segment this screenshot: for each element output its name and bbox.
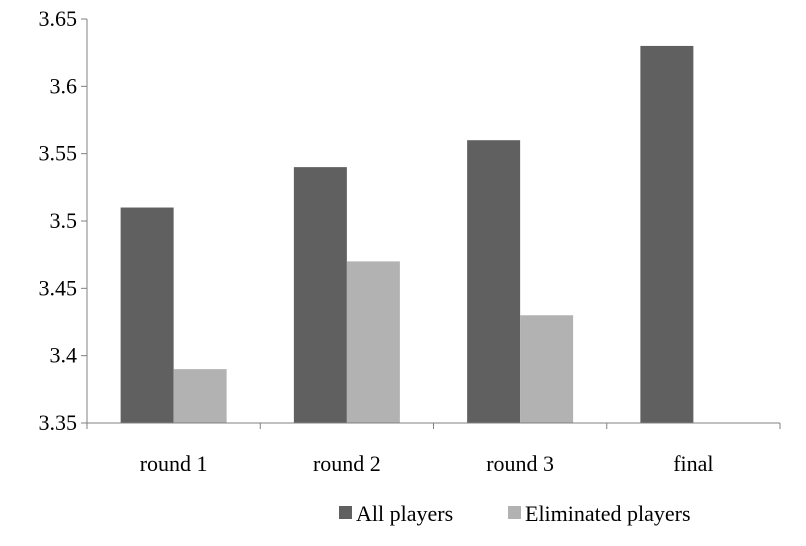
plot-area	[120, 45, 694, 423]
legend-swatch	[339, 506, 352, 519]
x-category-label: round 3	[486, 451, 554, 476]
y-tick-label: 3.4	[50, 343, 78, 368]
axes: 3.35 3.4 3.45 3.5 3.55 3.6 3.65 round 1 round 2 r…	[39, 6, 781, 476]
bar-eliminated-players-round-3	[520, 315, 574, 423]
x-category-label: final	[673, 451, 713, 476]
y-tick-label: 3.55	[39, 141, 78, 166]
y-tick-label: 3.5	[50, 208, 78, 233]
y-tick-label: 3.35	[39, 410, 78, 435]
bar-all-players-final	[640, 45, 694, 423]
y-tick-label: 3.6	[50, 73, 78, 98]
bar-eliminated-players-round-1	[173, 369, 227, 423]
bar-all-players-round-1	[120, 207, 174, 423]
x-category-label: round 2	[313, 451, 381, 476]
bar-eliminated-players-round-2	[346, 261, 400, 423]
legend-label: All players	[356, 501, 453, 526]
legend-swatch	[508, 506, 521, 519]
y-tick-label: 3.65	[39, 6, 78, 31]
legend-label: Eliminated players	[525, 501, 691, 526]
x-category-label: round 1	[140, 451, 208, 476]
bar-all-players-round-2	[293, 167, 347, 423]
legend: All players Eliminated players	[339, 501, 691, 526]
y-tick-label: 3.45	[39, 275, 78, 300]
bar-all-players-round-3	[467, 140, 521, 423]
